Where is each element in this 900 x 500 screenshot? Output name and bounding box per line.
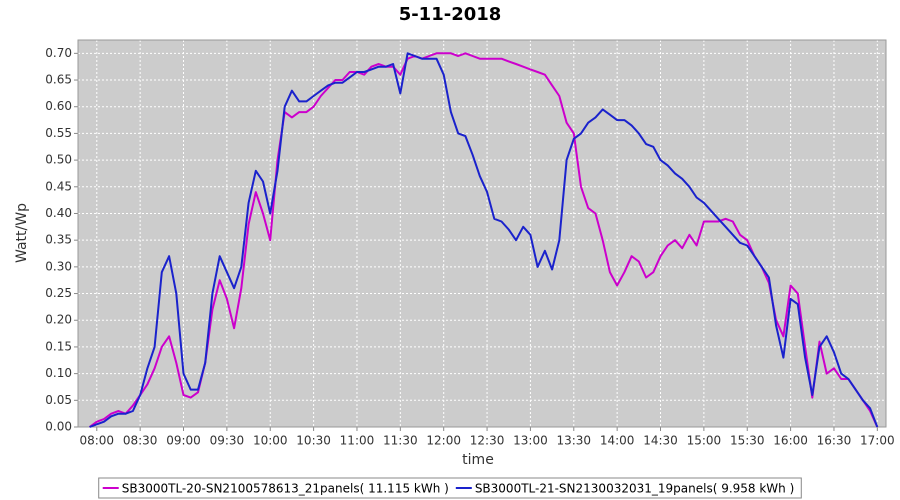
legend: SB3000TL-20-SN2100578613_21panels( 11.11… <box>98 477 802 499</box>
x-tick-label: 11:00 <box>340 434 375 448</box>
x-tick-label: 14:00 <box>600 434 635 448</box>
y-tick-label: 0.05 <box>45 393 72 407</box>
y-tick-label: 0.55 <box>45 126 72 140</box>
x-tick-label: 10:00 <box>253 434 288 448</box>
legend-label: SB3000TL-21-SN2130032031_19panels( 9.958… <box>475 482 794 496</box>
y-tick-label: 0.00 <box>45 420 72 434</box>
y-tick-label: 0.20 <box>45 313 72 327</box>
plot-border <box>77 39 887 428</box>
y-tick-label: 0.25 <box>45 286 72 300</box>
x-tick-label: 13:30 <box>556 434 591 448</box>
y-tick-label: 0.15 <box>45 339 72 353</box>
y-tick-label: 0.40 <box>45 206 72 220</box>
y-tick-label: 0.70 <box>45 46 72 60</box>
x-tick-label: 09:00 <box>166 434 201 448</box>
x-tick-label: 11:30 <box>383 434 418 448</box>
series-line <box>89 52 879 428</box>
x-tick-label: 16:00 <box>773 434 808 448</box>
chart-title: 5-11-2018 <box>399 4 502 25</box>
x-tick-label: 12:30 <box>470 434 505 448</box>
x-tick-label: 15:00 <box>687 434 722 448</box>
x-tick-label: 08:00 <box>79 434 114 448</box>
legend-box <box>98 477 802 499</box>
x-tick-label: 13:00 <box>513 434 548 448</box>
x-tick-label: 09:30 <box>210 434 245 448</box>
y-tick-label: 0.60 <box>45 99 72 113</box>
legend-label: SB3000TL-20-SN2100578613_21panels( 11.11… <box>122 482 449 496</box>
y-tick-label: 0.50 <box>45 153 72 167</box>
plot-area <box>78 40 886 427</box>
series-line <box>89 52 879 428</box>
x-tick-label: 15:30 <box>730 434 765 448</box>
x-tick-label: 08:30 <box>123 434 158 448</box>
y-tick-label: 0.10 <box>45 366 72 380</box>
x-tick-label: 14:30 <box>643 434 678 448</box>
y-tick-label: 0.35 <box>45 233 72 247</box>
y-tick-label: 0.65 <box>45 73 72 87</box>
x-tick-label: 16:30 <box>817 434 852 448</box>
y-tick-label: 0.30 <box>45 259 72 273</box>
x-tick-label: 12:00 <box>426 434 461 448</box>
y-tick-label: 0.45 <box>45 179 72 193</box>
x-tick-label: 17:00 <box>860 434 895 448</box>
y-axis-label: Watt/Wp <box>14 203 30 263</box>
x-tick-label: 10:30 <box>296 434 331 448</box>
x-axis-label: time <box>462 452 494 468</box>
